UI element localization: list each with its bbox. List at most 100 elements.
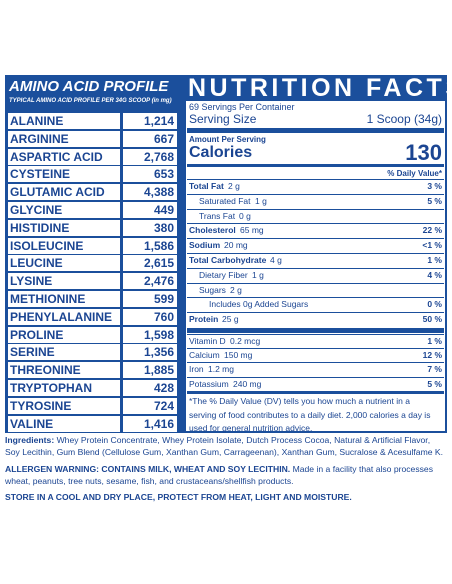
nutrient-amount: 1 g <box>252 269 264 280</box>
nutrient-label: Trans Fat <box>199 210 236 221</box>
nutrient-line <box>187 376 444 378</box>
nutrient-label: Sodium <box>189 240 221 251</box>
amino-value: 380 <box>123 219 177 236</box>
nutrient-line <box>187 267 444 269</box>
amino-name: LYSINE <box>8 273 120 290</box>
amino-name: TYROSINE <box>8 397 120 414</box>
dv-header: % Daily Value* <box>387 169 442 178</box>
nutrient-dv: 1 % <box>427 255 442 265</box>
amino-name: ASPARTIC ACID <box>8 148 120 165</box>
nutrient-line <box>187 312 444 314</box>
nutrient-label: Includes 0g Added Sugars <box>209 299 309 310</box>
divider <box>187 128 444 133</box>
nutrient-amount: 150 mg <box>224 350 253 361</box>
amino-value: 449 <box>123 202 177 218</box>
nutrient-amount: 240 mg <box>233 378 262 389</box>
amino-name: GLUTAMIC ACID <box>8 184 120 201</box>
nutrient-amount: 1 g <box>255 195 267 206</box>
nutrient-amount: 4 g <box>270 255 282 265</box>
divider <box>187 328 444 333</box>
ingredients: Ingredients: Whey Protein Concentrate, W… <box>5 434 447 458</box>
amino-value: 2,476 <box>123 273 177 290</box>
amino-name: LEUCINE <box>8 255 120 272</box>
calories-label: Calories <box>189 144 253 161</box>
nutrient-dv: <1 % <box>422 240 442 251</box>
nutrient-label: Total Fat <box>189 181 224 191</box>
amino-value: 2,768 <box>123 148 177 165</box>
amino-value: 760 <box>123 308 177 325</box>
amino-value: 1,586 <box>123 237 177 254</box>
allergen-label: ALLERGEN WARNING: CONTAINS MILK, WHEAT A… <box>5 464 291 474</box>
nutrient-dv: 12 % <box>422 350 442 361</box>
nutrient-label: Calcium <box>189 350 220 361</box>
amino-value: 2,615 <box>123 255 177 272</box>
nutrient-line <box>187 253 444 254</box>
nutrient-amount: 1.2 mg <box>208 364 234 375</box>
nutrient-line <box>187 193 444 195</box>
amino-name: PHENYLALANINE <box>8 308 120 325</box>
nutrient-dv: 4 % <box>427 269 442 280</box>
amino-value: 1,598 <box>123 326 177 343</box>
amino-name: SERINE <box>8 344 120 361</box>
nutrient-label: Saturated Fat <box>199 195 251 206</box>
storage: STORE IN A COOL AND DRY PLACE, PROTECT F… <box>5 492 352 502</box>
calories-value: 130 <box>405 140 442 165</box>
amino-value: 653 <box>123 166 177 183</box>
amino-value: 428 <box>123 380 177 396</box>
footnote: *The % Daily Value (DV) tells you how mu… <box>189 396 431 433</box>
amino-value: 1,885 <box>123 362 177 379</box>
facts-box <box>186 101 445 431</box>
amino-value: 4,388 <box>123 184 177 201</box>
nutrient-label: Cholesterol <box>189 225 236 236</box>
nutrient-amount: 2 g <box>230 284 242 295</box>
ingredients-label: Ingredients: <box>5 435 55 445</box>
amino-name: GLYCINE <box>8 202 120 218</box>
nutrient-amount: 0 g <box>239 210 251 221</box>
amino-subtitle: TYPICAL AMINO ACID PROFILE PER 34G SCOOP… <box>9 98 172 104</box>
nutrient-amount: 20 mg <box>224 240 248 251</box>
amino-title: AMINO ACID PROFILE <box>9 78 169 95</box>
nutrient-dv: 3 % <box>427 181 442 191</box>
nutrient-dv: 1 % <box>427 336 442 346</box>
amino-value: 1,356 <box>123 344 177 361</box>
amino-value: 724 <box>123 397 177 414</box>
amount-per-serving: Amount Per Serving <box>189 135 266 144</box>
amino-name: CYSTEINE <box>8 166 120 183</box>
amino-name: ISOLEUCINE <box>8 237 120 254</box>
nutrient-line <box>187 282 444 284</box>
amino-name: HISTIDINE <box>8 219 120 236</box>
divider <box>187 164 444 167</box>
nutrient-dv: 5 % <box>427 195 442 206</box>
nutrient-label: Sugars <box>199 284 226 295</box>
serving-size-label: Serving Size <box>189 112 257 126</box>
nutrient-label: Iron <box>189 364 204 375</box>
nutrient-line <box>187 238 444 240</box>
ingredients-text: Whey Protein Concentrate, Whey Protein I… <box>5 435 444 457</box>
serving-size: 1 Scoop (34g) <box>366 112 442 126</box>
divider <box>187 391 444 394</box>
nutrient-dv: 22 % <box>422 225 442 236</box>
nutrient-label: Vitamin D <box>189 336 226 346</box>
nutrient-line <box>187 179 444 180</box>
amino-name: PROLINE <box>8 326 120 343</box>
nutrient-line <box>187 223 444 225</box>
allergen-text: Made in a facility that also processes w… <box>5 464 434 486</box>
nutrient-dv: 7 % <box>427 364 442 375</box>
nutrient-label: Potassium <box>189 378 229 389</box>
amino-name: ARGININE <box>8 130 120 147</box>
amino-name: METHIONINE <box>8 291 120 307</box>
nutrient-amount: 65 mg <box>240 225 264 236</box>
nutrient-dv: 5 % <box>427 378 442 389</box>
nutrient-line <box>187 362 444 364</box>
amino-value: 667 <box>123 130 177 147</box>
amino-name: THREONINE <box>8 362 120 379</box>
nutrient-line <box>187 208 444 210</box>
amino-name: VALINE <box>8 415 120 432</box>
nutrient-line <box>187 297 444 299</box>
facts-title: NUTRITION FACTS <box>188 74 452 102</box>
amino-value: 1,416 <box>123 415 177 432</box>
nutrient-amount: 25 g <box>222 314 239 325</box>
nutrient-label: Protein <box>189 314 219 325</box>
amino-name: TRYPTOPHAN <box>8 380 120 396</box>
nutrient-label: Dietary Fiber <box>199 269 248 280</box>
